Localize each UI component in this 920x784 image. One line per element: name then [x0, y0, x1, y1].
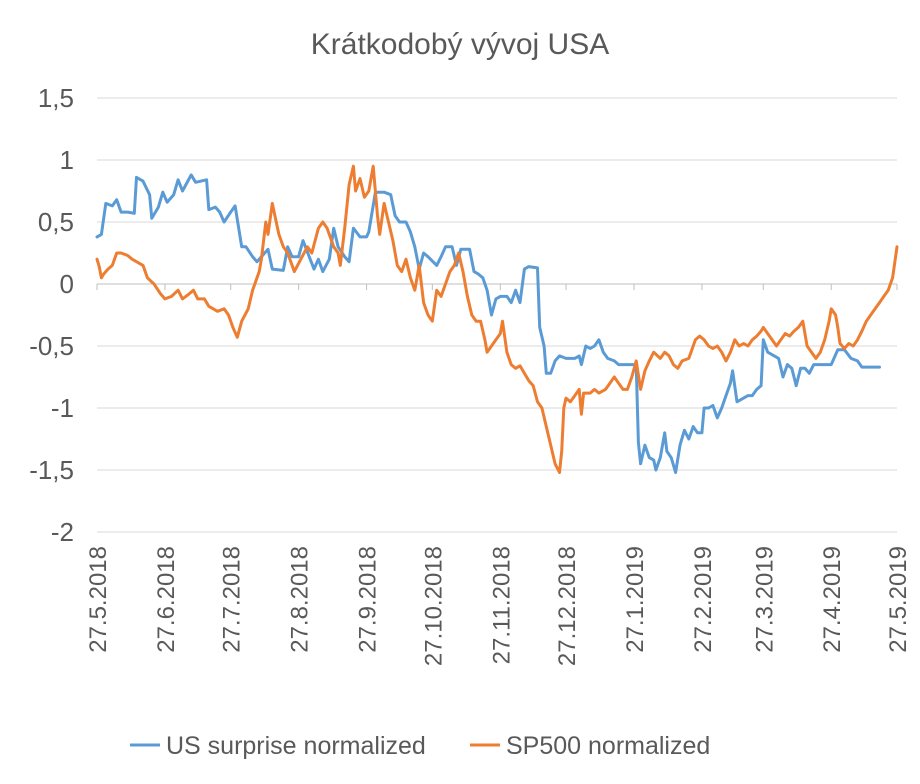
- x-tick-label: 27.3.2019: [751, 546, 778, 653]
- legend: US surprise normalized SP500 normalized: [130, 732, 710, 760]
- chart-title: Krátkodobý vývoj USA: [311, 28, 609, 61]
- y-tick-label: -1: [51, 393, 74, 423]
- y-tick-label: 0: [60, 269, 74, 299]
- x-tick-label: 27.9.2018: [355, 546, 382, 653]
- x-tick-label: 27.4.2019: [819, 546, 846, 653]
- x-tick-label: 27.10.2018: [420, 546, 447, 666]
- legend-label: US surprise normalized: [166, 732, 426, 760]
- legend-label: SP500 normalized: [506, 732, 710, 760]
- x-axis-tick-labels: 27.5.2018 27.6.2018 27.7.2018 27.8.2018 27.9…: [85, 284, 912, 666]
- y-tick-label: 1: [60, 145, 74, 175]
- x-tick-label: 27.1.2019: [622, 546, 649, 653]
- y-tick-label: -2: [51, 517, 74, 547]
- x-tick-label: 27.2.2019: [690, 546, 717, 653]
- series-line-sp500: [95, 164, 899, 474]
- x-tick-label: 27.5.2019: [885, 546, 912, 653]
- y-tick-label: -1,5: [29, 455, 74, 485]
- gridlines: [97, 97, 897, 533]
- y-tick-label: -0,5: [29, 331, 74, 361]
- x-tick-label: 27.11.2018: [488, 546, 515, 664]
- x-tick-label: 27.5.2018: [85, 546, 112, 653]
- y-axis-tick-labels: 1,5 1 0,5 0 -0,5 -1 -1,5 -2: [29, 83, 74, 547]
- x-tick-label: 27.7.2018: [219, 546, 246, 653]
- x-tick-label: 27.6.2018: [153, 546, 180, 653]
- x-tick-label: 27.8.2018: [287, 546, 314, 653]
- series-line-us-surprise: [95, 173, 881, 474]
- y-tick-label: 1,5: [38, 83, 74, 113]
- x-tick-label: 27.12.2018: [554, 546, 581, 666]
- series-lines: [95, 164, 899, 474]
- y-tick-label: 0,5: [38, 207, 74, 237]
